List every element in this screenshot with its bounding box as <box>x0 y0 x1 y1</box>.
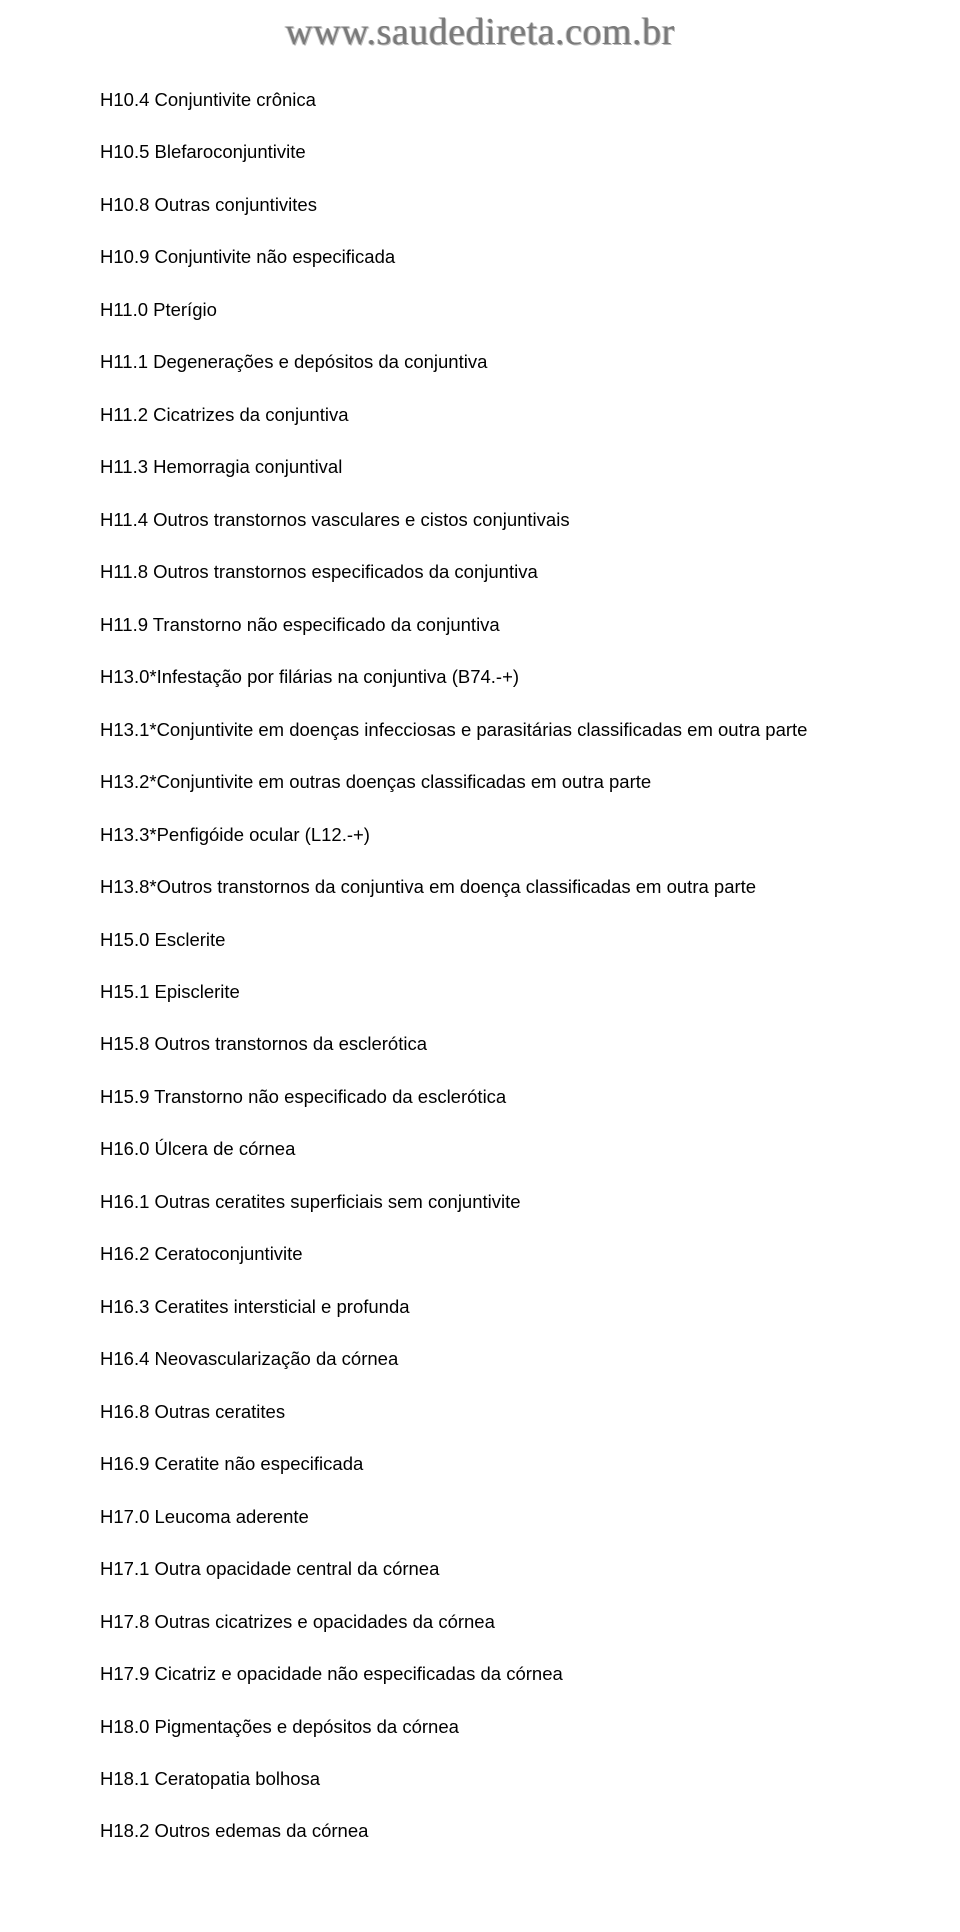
list-item: H11.4 Outros transtornos vasculares e ci… <box>100 508 860 533</box>
list-item: H11.8 Outros transtornos especificados d… <box>100 560 860 585</box>
list-item: H11.0 Pterígio <box>100 298 860 323</box>
list-item: H16.3 Ceratites intersticial e profunda <box>100 1295 860 1320</box>
list-item: H15.8 Outros transtornos da esclerótica <box>100 1032 860 1057</box>
list-item: H13.0*Infestação por filárias na conjunt… <box>100 665 860 690</box>
list-item: H16.8 Outras ceratites <box>100 1400 860 1425</box>
list-item: H13.2*Conjuntivite em outras doenças cla… <box>100 770 860 795</box>
list-item: H16.1 Outras ceratites superficiais sem … <box>100 1190 860 1215</box>
list-item: H17.0 Leucoma aderente <box>100 1505 860 1530</box>
list-item: H18.1 Ceratopatia bolhosa <box>100 1767 860 1792</box>
list-item: H15.1 Episclerite <box>100 980 860 1005</box>
list-item: H11.1 Degenerações e depósitos da conjun… <box>100 350 860 375</box>
list-item: H11.3 Hemorragia conjuntival <box>100 455 860 480</box>
list-item: H17.9 Cicatriz e opacidade não especific… <box>100 1662 860 1687</box>
list-item: H18.0 Pigmentações e depósitos da córnea <box>100 1715 860 1740</box>
list-item: H11.9 Transtorno não especificado da con… <box>100 613 860 638</box>
list-item: H10.8 Outras conjuntivites <box>100 193 860 218</box>
list-item: H10.9 Conjuntivite não especificada <box>100 245 860 270</box>
list-item: H16.4 Neovascularização da córnea <box>100 1347 860 1372</box>
list-item: H17.1 Outra opacidade central da córnea <box>100 1557 860 1582</box>
list-item: H16.9 Ceratite não especificada <box>100 1452 860 1477</box>
list-item: H18.2 Outros edemas da córnea <box>100 1819 860 1844</box>
list-item: H13.1*Conjuntivite em doenças infecciosa… <box>100 718 860 743</box>
list-item: H13.3*Penfigóide ocular (L12.-+) <box>100 823 860 848</box>
code-list: H10.4 Conjuntivite crônica H10.5 Blefaro… <box>0 0 960 1932</box>
list-item: H15.9 Transtorno não especificado da esc… <box>100 1085 860 1110</box>
list-item: H13.8*Outros transtornos da conjuntiva e… <box>100 875 860 900</box>
list-item: H15.0 Esclerite <box>100 928 860 953</box>
list-item: H16.0 Úlcera de córnea <box>100 1137 860 1162</box>
list-item: H11.2 Cicatrizes da conjuntiva <box>100 403 860 428</box>
list-item: H17.8 Outras cicatrizes e opacidades da … <box>100 1610 860 1635</box>
list-item: H10.4 Conjuntivite crônica <box>100 88 860 113</box>
list-item: H10.5 Blefaroconjuntivite <box>100 140 860 165</box>
list-item: H16.2 Ceratoconjuntivite <box>100 1242 860 1267</box>
